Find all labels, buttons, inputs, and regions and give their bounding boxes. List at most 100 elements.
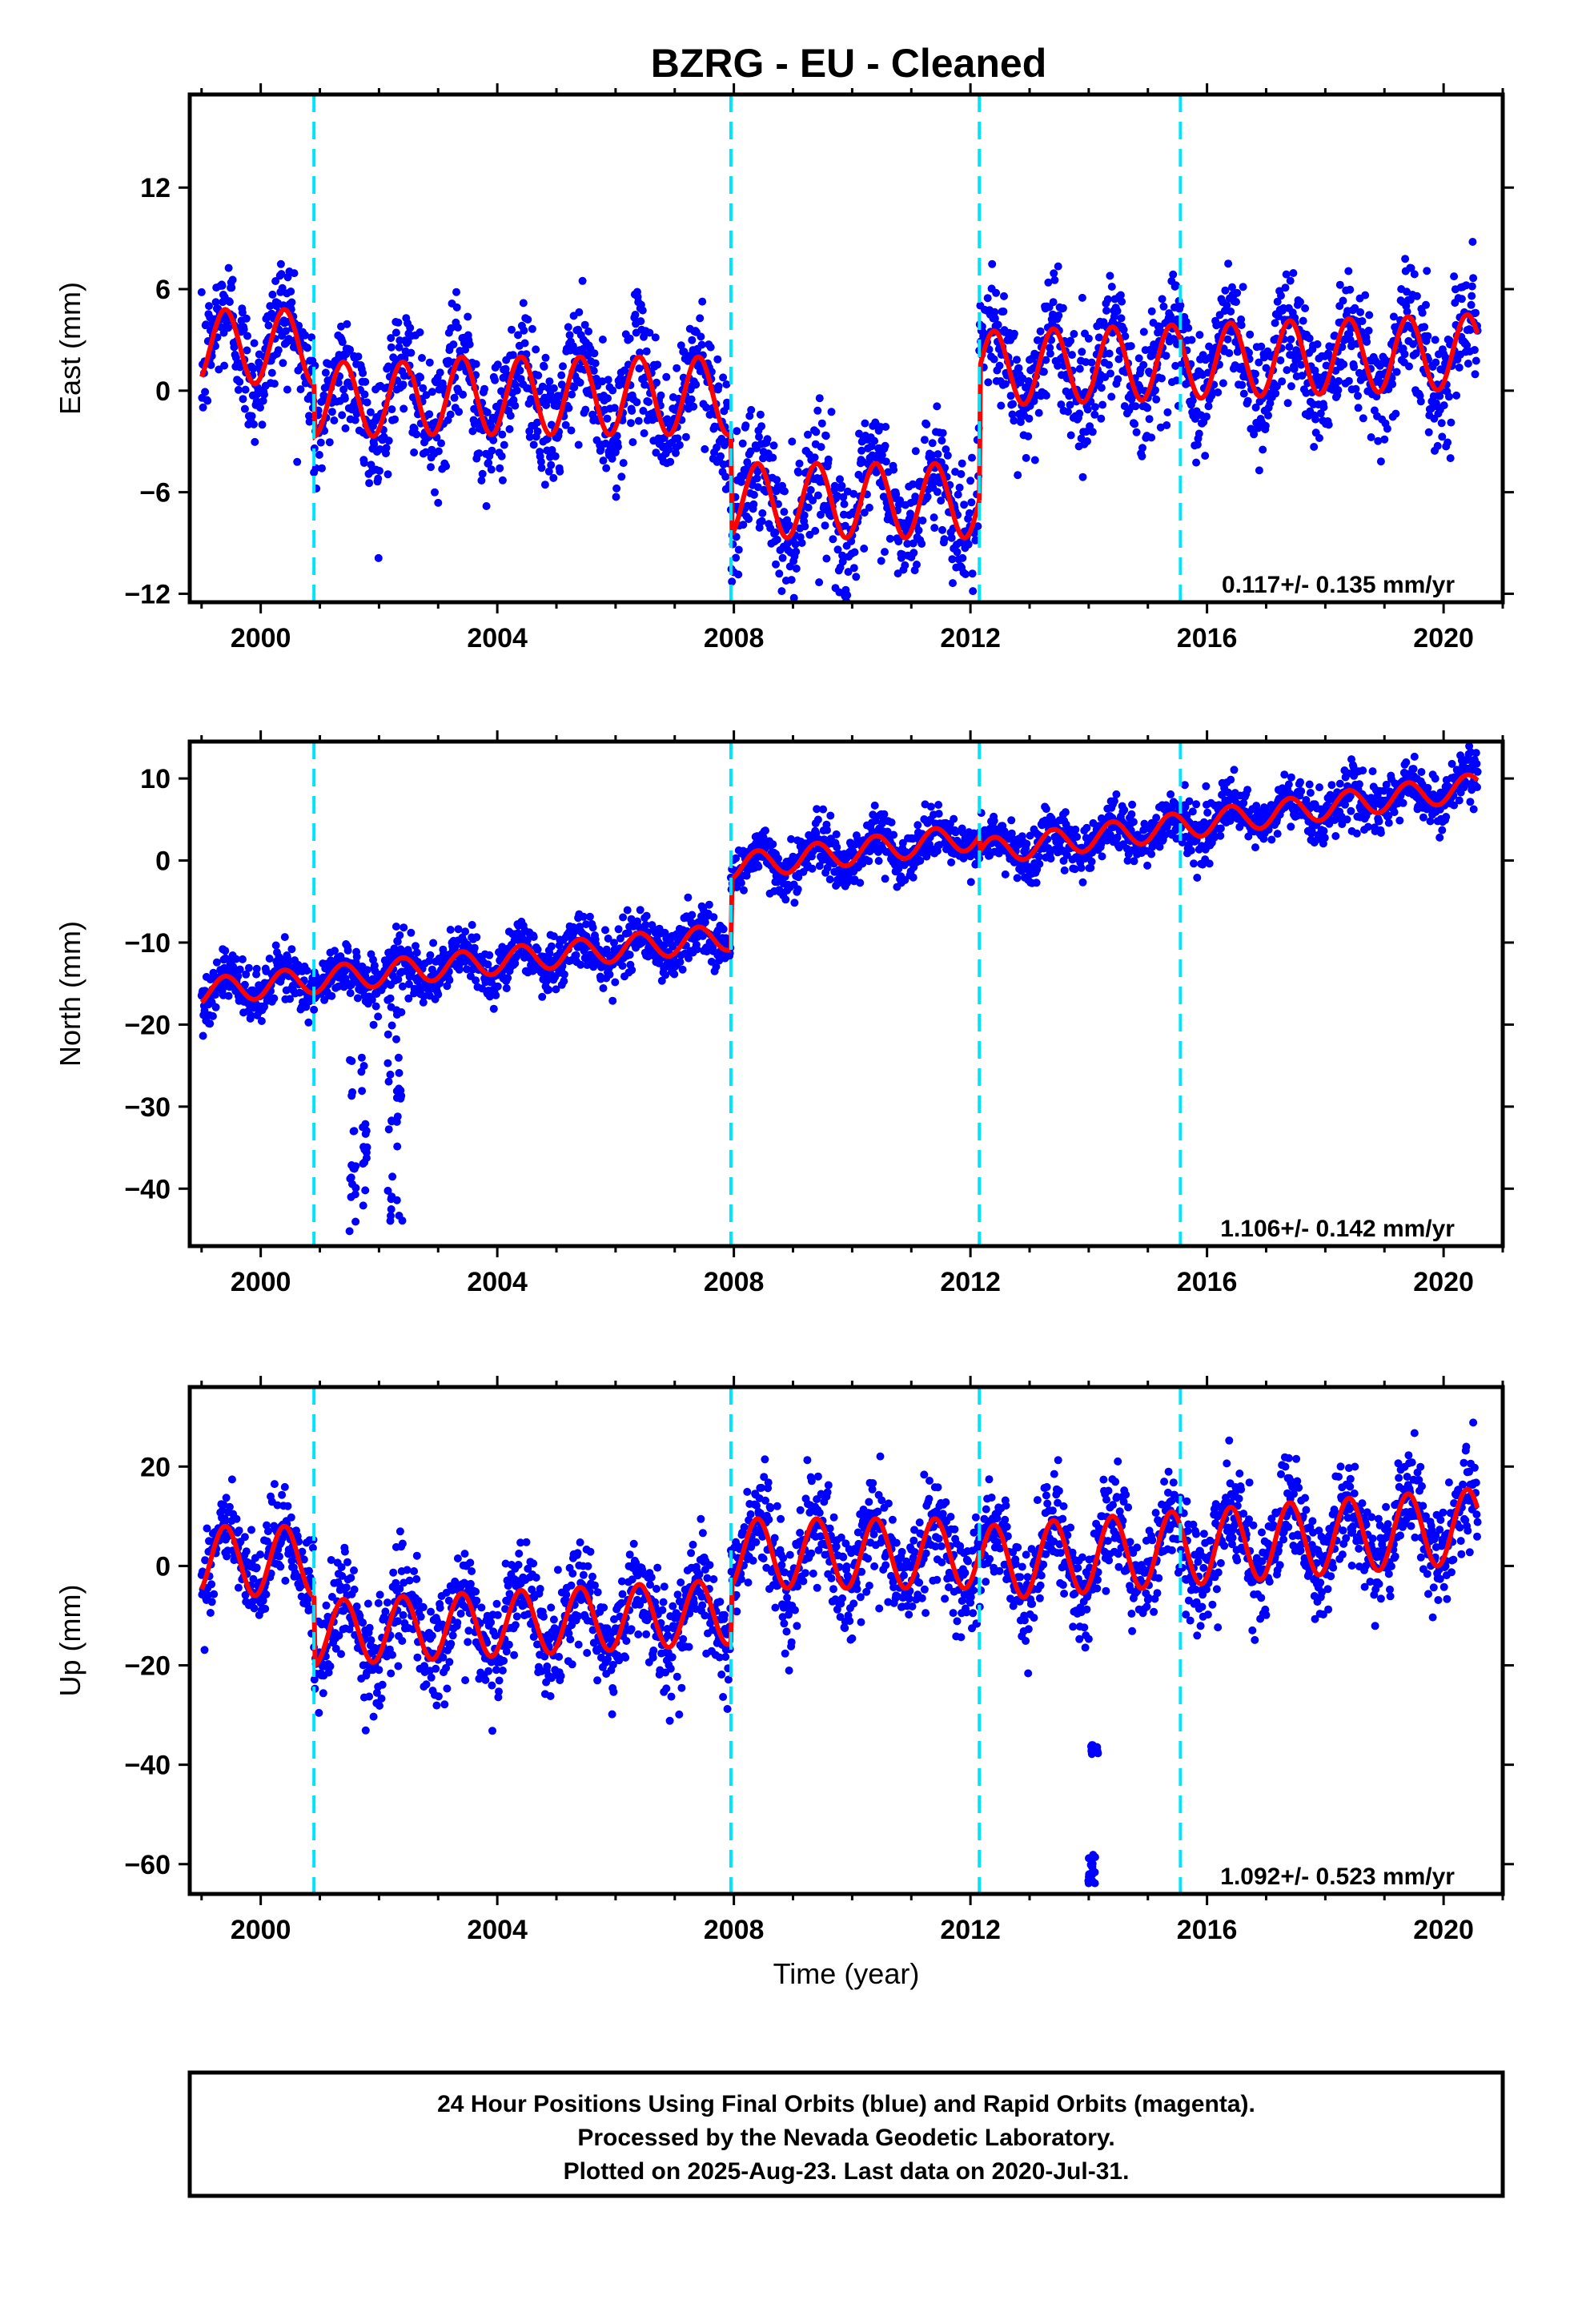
data-point: [619, 459, 628, 468]
data-point: [926, 802, 935, 811]
data-point: [557, 380, 566, 389]
data-point: [567, 426, 576, 435]
data-point: [211, 298, 220, 307]
data-point: [804, 430, 812, 439]
data-point: [1128, 800, 1137, 809]
data-point: [1255, 358, 1263, 367]
data-point: [827, 408, 836, 416]
data-point: [625, 334, 634, 343]
data-point: [974, 522, 982, 531]
data-point: [1405, 362, 1413, 371]
data-point: [396, 931, 404, 939]
data-point: [990, 816, 998, 825]
data-point: [721, 472, 730, 481]
data-point: [619, 913, 628, 922]
data-point: [478, 469, 487, 478]
data-point: [1121, 332, 1130, 340]
data-point: [1077, 863, 1086, 872]
data-point: [505, 424, 514, 433]
data-point: [1239, 389, 1248, 398]
data-point: [465, 340, 474, 348]
data-point: [1103, 295, 1112, 304]
data-point: [338, 411, 347, 420]
data-point: [1468, 282, 1476, 291]
data-point: [1116, 291, 1125, 300]
data-point: [844, 568, 853, 577]
data-point: [809, 496, 817, 505]
data-point: [1400, 350, 1409, 359]
data-point: [967, 498, 976, 507]
data-point: [843, 591, 852, 600]
data-point: [1350, 363, 1359, 372]
data-point: [343, 946, 352, 955]
data-point: [268, 290, 277, 299]
data-point: [739, 521, 748, 529]
data-point: [1064, 408, 1072, 416]
data-point: [1467, 300, 1476, 309]
data-point: [1252, 802, 1261, 810]
data-point: [645, 328, 654, 337]
data-point: [482, 502, 491, 510]
data-point: [670, 970, 679, 979]
data-point: [242, 314, 251, 323]
data-point: [777, 587, 786, 596]
data-point: [1172, 376, 1181, 385]
data-point: [741, 421, 750, 430]
data-point: [240, 404, 249, 413]
data-point: [265, 955, 274, 963]
data-point: [257, 1017, 266, 1025]
data-point: [1302, 388, 1311, 397]
data-point: [1035, 859, 1044, 868]
data-point: [1119, 325, 1128, 334]
data-point: [1046, 344, 1054, 352]
data-point: [824, 455, 833, 464]
data-point: [247, 1011, 255, 1019]
data-point: [1130, 857, 1138, 866]
data-point: [455, 965, 464, 974]
data-point: [284, 958, 293, 967]
data-point: [1013, 874, 1022, 883]
chart-title: BZRG - EU - Cleaned: [651, 41, 1046, 86]
data-point: [966, 476, 975, 485]
data-point: [512, 386, 521, 395]
data-point: [823, 826, 831, 834]
caption-line-2: Processed by the Nevada Geodetic Laborat…: [577, 2125, 1114, 2151]
data-point: [684, 893, 693, 902]
data-point: [840, 500, 849, 509]
data-point: [1283, 399, 1292, 408]
data-point: [1010, 416, 1018, 425]
data-point: [1162, 352, 1170, 360]
y-tick-label: −12: [124, 579, 171, 609]
data-point: [1338, 343, 1347, 352]
data-point: [813, 805, 821, 814]
data-point: [1024, 432, 1033, 440]
data-point: [529, 933, 538, 941]
data-point: [666, 457, 675, 466]
data-point: [833, 545, 842, 554]
data-point: [1000, 292, 1008, 300]
data-point: [545, 949, 554, 958]
data-point: [1034, 408, 1043, 417]
data-point: [1297, 360, 1306, 369]
data-point: [817, 419, 826, 428]
data-point: [1112, 790, 1121, 798]
data-point: [769, 840, 777, 849]
data-point: [615, 381, 624, 390]
data-point: [1443, 438, 1452, 447]
data-point: [520, 339, 529, 348]
data-point: [1388, 380, 1397, 388]
data-point: [769, 441, 778, 450]
data-point: [552, 985, 560, 994]
data-point: [1001, 870, 1010, 879]
data-point: [817, 443, 825, 452]
data-point: [625, 951, 634, 959]
model-line-segment: [199, 307, 315, 387]
data-point: [745, 412, 754, 420]
data-point: [788, 437, 797, 446]
data-point: [497, 452, 506, 460]
data-point: [1334, 386, 1343, 395]
data-point: [371, 1002, 380, 1011]
data-point: [514, 331, 522, 340]
data-point: [1022, 383, 1030, 392]
